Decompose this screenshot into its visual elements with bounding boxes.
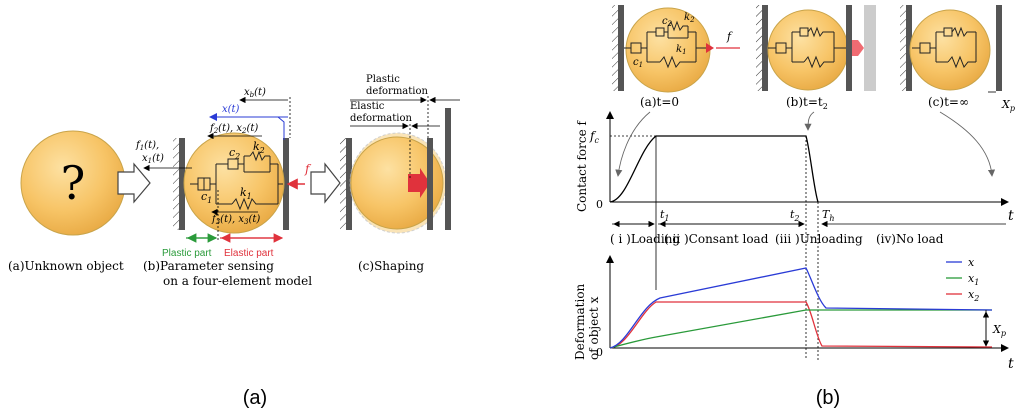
svg-text:c1: c1 (633, 57, 643, 69)
svg-text:Xp: Xp (992, 323, 1006, 338)
plastic-part-label: Plastic part (162, 248, 212, 259)
svg-text:x1(t): x1(t) (142, 153, 164, 165)
deformation-plot: Xp 0 t Deformation of object x x x1 x2 (573, 255, 1014, 372)
phase-constant-load: ( ii )Consant load (664, 232, 769, 246)
force-plot: fc 0 t t1 t2 Th Contact force f ( i )Loa… (575, 111, 1014, 360)
svg-text:t: t (1008, 208, 1014, 224)
svg-text:c2: c2 (229, 146, 240, 161)
svg-text:xb(t): xb(t) (244, 87, 266, 99)
panel-b-caption: (b) (816, 387, 840, 409)
panel-a-caption: (a) (243, 387, 267, 409)
series-x1-line (609, 309, 992, 349)
legend-label-x2: x2 (968, 288, 979, 303)
elastic-part-label: Elastic part (224, 248, 274, 259)
phase-no-load: (iv)No load (876, 232, 944, 246)
svg-text:t2: t2 (790, 208, 800, 223)
series-x2-line (609, 301, 993, 349)
svg-text:f1(t),: f1(t), (135, 140, 159, 152)
svg-text:f2(t), x2(t): f2(t), x2(t) (209, 123, 258, 135)
deform-legend: x x1 x2 (946, 256, 979, 303)
state-t0-label: (a)t=0 (640, 95, 679, 109)
deform-y-label-1: Deformation (573, 283, 587, 360)
phase-loading: ( i )Loading (610, 232, 680, 246)
svg-text:deformation: deformation (366, 86, 429, 97)
svg-text:0: 0 (596, 346, 603, 359)
svg-text:x(t): x(t) (222, 104, 240, 115)
svg-text:deformation: deformation (350, 113, 413, 124)
legend-label-x: x (968, 256, 975, 269)
question-mark: ? (61, 156, 86, 210)
caption-unknown-object: (a)Unknown object (8, 259, 124, 273)
svg-text:k2: k2 (253, 140, 265, 155)
svg-text:Elastic: Elastic (350, 101, 385, 112)
legend-label-x1: x1 (968, 272, 979, 287)
deform-y-label-2: of object x (587, 296, 601, 360)
state-tinf: (c)t=∞ Xp (900, 5, 1015, 113)
caption-shaping: (c)Shaping (358, 259, 424, 273)
state-t2-label: (b)t=t2 (786, 95, 828, 111)
force-f-label: f (304, 162, 312, 176)
process-arrow-icon (310, 162, 341, 204)
state-t2: (b)t=t2 (756, 5, 876, 111)
caption-parameter-sensing: (b)Parameter sensing (143, 259, 274, 273)
svg-text:Plastic: Plastic (366, 74, 400, 85)
force-y-label: Contact force f (575, 119, 589, 212)
svg-text:Th: Th (822, 208, 835, 223)
svg-text:f: f (726, 30, 733, 43)
svg-text:t1: t1 (660, 208, 670, 223)
svg-text:k1: k1 (676, 44, 687, 56)
svg-text:k1: k1 (240, 186, 252, 201)
process-arrow-icon (117, 162, 151, 204)
unknown-object: ? (20, 130, 126, 236)
phase-unloading: (iii )Unloading (775, 232, 863, 246)
shaping-diagram: Plastic deformation Elastic deformation (340, 74, 460, 234)
panel-a: ? (8, 74, 460, 409)
series-x-line (609, 267, 993, 349)
svg-text:c1: c1 (201, 190, 212, 205)
svg-text:fc: fc (589, 129, 599, 145)
force-curve (609, 135, 819, 203)
parameter-sensing-diagram: c2 k2 k1 c1 f xb(t) x(t) f2(t), x2(t) f1… (135, 87, 312, 259)
svg-text:0: 0 (596, 198, 603, 211)
svg-text:k2: k2 (684, 12, 695, 24)
svg-text:c2: c2 (662, 16, 673, 28)
caption-four-element: on a four-element model (163, 274, 312, 288)
state-t0: f c2 k2 k1 c1 (a)t=0 (612, 5, 740, 109)
svg-text:Xp: Xp (1001, 98, 1015, 113)
panel-b: f c2 k2 k1 c1 (a)t=0 (573, 5, 1015, 409)
svg-text:t: t (1008, 356, 1014, 372)
state-tinf-label: (c)t=∞ (928, 95, 969, 109)
